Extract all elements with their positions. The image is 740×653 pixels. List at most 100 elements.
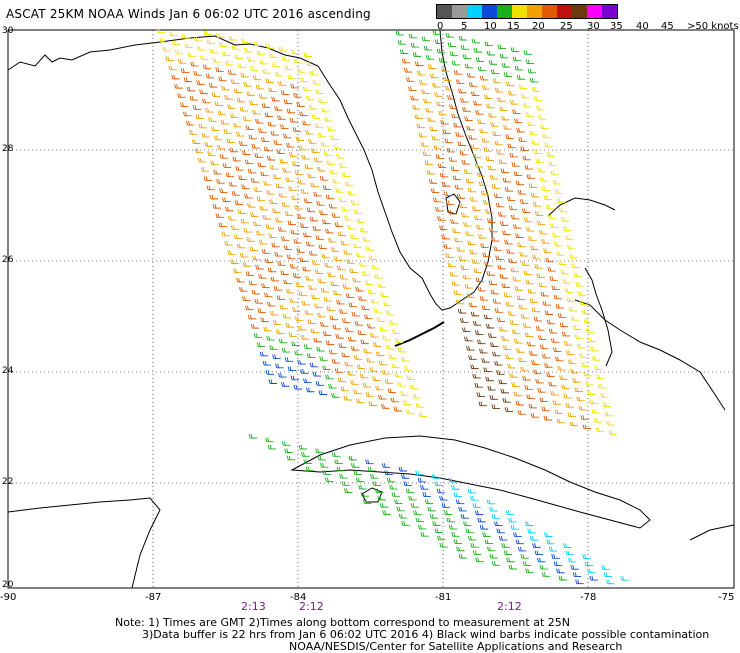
wind-barb bbox=[472, 321, 482, 326]
wind-barb bbox=[470, 496, 479, 501]
wind-barb bbox=[244, 47, 253, 53]
legend-label: 5 bbox=[461, 21, 468, 32]
wind-barb bbox=[227, 70, 237, 75]
wind-barb bbox=[242, 262, 252, 267]
wind-barb bbox=[553, 561, 563, 566]
wind-barb bbox=[312, 80, 321, 85]
wind-barb bbox=[159, 37, 168, 43]
wind-barb bbox=[232, 156, 241, 162]
wind-barb bbox=[216, 179, 225, 184]
wind-barb bbox=[221, 51, 231, 57]
wind-barb bbox=[510, 267, 519, 273]
wind-barb bbox=[434, 39, 444, 44]
wind-barb bbox=[432, 82, 441, 88]
wind-barb bbox=[461, 159, 471, 165]
wind-barb bbox=[491, 404, 500, 410]
wind-barb bbox=[278, 192, 288, 198]
wind-barb bbox=[213, 169, 222, 175]
wind-barb bbox=[550, 170, 559, 176]
wind-barb bbox=[285, 142, 295, 148]
wind-barb bbox=[527, 121, 536, 127]
wind-barb bbox=[520, 313, 530, 319]
wind-barb bbox=[230, 113, 239, 119]
wind-barb bbox=[542, 353, 551, 359]
legend-swatch bbox=[452, 5, 467, 18]
wind-barb bbox=[464, 336, 473, 342]
wind-barb bbox=[475, 557, 484, 563]
wind-barb bbox=[350, 346, 360, 351]
wind-barb bbox=[575, 579, 584, 585]
wind-barb bbox=[449, 271, 458, 277]
wind-barb bbox=[486, 50, 496, 56]
wind-barb bbox=[308, 105, 318, 110]
wind-barb bbox=[512, 109, 521, 114]
wind-barb bbox=[236, 243, 246, 249]
wind-barb bbox=[537, 388, 546, 393]
x-tick-label: -90 bbox=[0, 592, 17, 603]
wind-barb bbox=[508, 564, 517, 570]
wind-barb bbox=[246, 57, 256, 62]
wind-barb bbox=[510, 100, 519, 105]
wind-barb bbox=[239, 287, 248, 292]
wind-barb bbox=[316, 346, 325, 352]
wind-barb bbox=[284, 211, 294, 216]
wind-barb bbox=[531, 140, 540, 145]
wind-barb bbox=[525, 59, 535, 65]
wind-barb bbox=[436, 488, 446, 494]
wind-barb bbox=[420, 485, 429, 490]
y-tick-label: 22 bbox=[2, 477, 14, 487]
wind-barb bbox=[537, 335, 547, 340]
wind-barb bbox=[208, 117, 217, 122]
wind-barb bbox=[282, 167, 291, 173]
wind-barb bbox=[408, 86, 417, 92]
wind-barb bbox=[253, 187, 263, 192]
wind-barb bbox=[555, 303, 565, 309]
wind-barb bbox=[482, 532, 491, 537]
wind-barb bbox=[453, 539, 463, 544]
wind-barb bbox=[415, 517, 424, 523]
wind-barb bbox=[338, 197, 347, 202]
wind-barb bbox=[509, 152, 518, 158]
wind-barb bbox=[230, 79, 240, 84]
wind-barb bbox=[410, 503, 420, 508]
legend-swatch bbox=[572, 5, 587, 18]
wind-barb bbox=[297, 179, 307, 185]
wind-barb bbox=[525, 568, 534, 574]
wind-barbs bbox=[156, 28, 629, 585]
wind-barb bbox=[574, 334, 584, 340]
wind-barb bbox=[362, 237, 371, 242]
wind-barb bbox=[311, 260, 321, 265]
wind-barb bbox=[515, 180, 525, 186]
wind-barb bbox=[240, 72, 249, 78]
wind-barb bbox=[253, 333, 263, 338]
wind-barb bbox=[344, 215, 353, 221]
wind-barb bbox=[209, 194, 219, 200]
wind-barb bbox=[349, 268, 358, 273]
wind-barb bbox=[463, 221, 472, 227]
wind-barb bbox=[283, 133, 292, 139]
wind-barb bbox=[552, 400, 561, 405]
wind-barb bbox=[450, 166, 460, 171]
wind-barb bbox=[320, 141, 329, 147]
wind-barb bbox=[556, 198, 566, 204]
wind-barb bbox=[321, 253, 330, 259]
wind-barb bbox=[364, 280, 374, 285]
wind-barb bbox=[447, 42, 457, 47]
wind-barb bbox=[296, 68, 306, 73]
wind-barb bbox=[285, 177, 294, 182]
wind-barb bbox=[521, 261, 530, 266]
wind-barb bbox=[453, 122, 462, 128]
wind-barb bbox=[507, 90, 517, 96]
wind-barb bbox=[239, 106, 249, 112]
wind-barb bbox=[527, 288, 536, 294]
wind-barb bbox=[401, 58, 411, 64]
wind-barb bbox=[408, 495, 417, 501]
wind-barb bbox=[353, 389, 362, 394]
wind-barb bbox=[496, 317, 506, 323]
wind-barb bbox=[494, 360, 503, 366]
wind-barb bbox=[489, 227, 498, 233]
wind-barb bbox=[552, 347, 562, 353]
wind-barb bbox=[209, 48, 218, 54]
wind-barb bbox=[468, 134, 477, 140]
